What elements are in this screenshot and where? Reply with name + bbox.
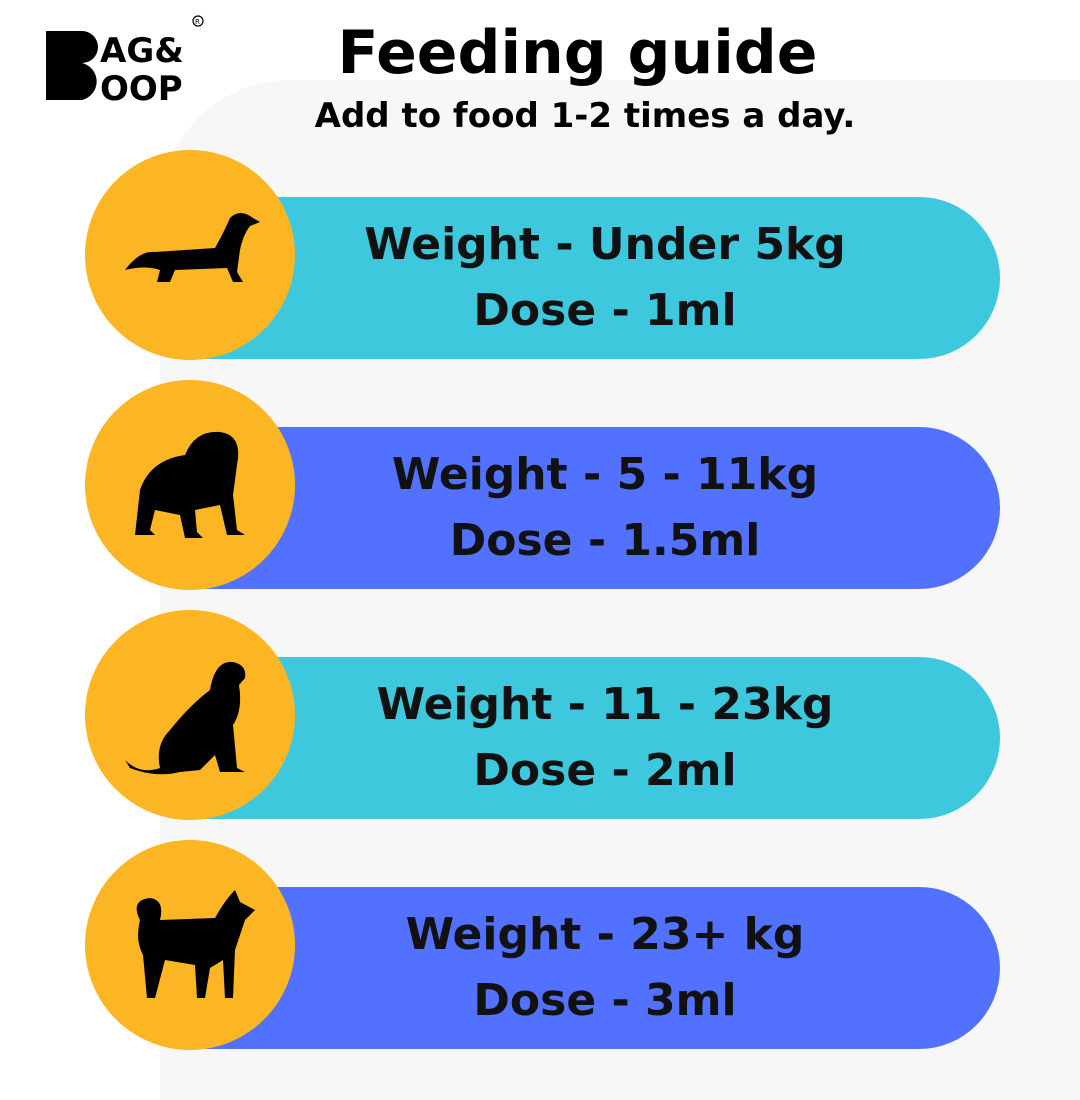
dog-badge <box>85 150 295 360</box>
dose-card: Weight - 5 - 11kg Dose - 1.5ml <box>190 427 1000 589</box>
svg-text:OOP: OOP <box>100 69 183 104</box>
weight-label: Weight - 23+ kg <box>405 909 805 960</box>
feeding-row: Weight - 5 - 11kg Dose - 1.5ml <box>0 380 1080 590</box>
weight-label: Weight - 5 - 11kg <box>391 449 819 500</box>
feeding-row: Weight - 11 - 23kg Dose - 2ml <box>0 610 1080 820</box>
bulldog-icon <box>135 431 245 538</box>
dose-label: Dose - 1.5ml <box>449 515 761 566</box>
brand-logo: AG& OOP R <box>46 15 204 104</box>
dachshund-icon <box>125 213 260 282</box>
dose-card: Weight - 23+ kg Dose - 3ml <box>190 887 1000 1049</box>
svg-text:R: R <box>195 18 200 26</box>
dose-card: Weight - 11 - 23kg Dose - 2ml <box>190 657 1000 819</box>
feeding-row: Weight - Under 5kg Dose - 1ml <box>0 150 1080 360</box>
dog-badge <box>85 380 295 590</box>
retriever-icon <box>125 661 246 775</box>
svg-text:AG&: AG& <box>100 31 184 71</box>
page-subtitle: Add to food 1-2 times a day. <box>314 96 856 136</box>
feeding-row: Weight - 23+ kg Dose - 3ml <box>0 840 1080 1050</box>
dose-label: Dose - 1ml <box>473 285 737 336</box>
dose-label: Dose - 2ml <box>473 745 737 796</box>
page-title: Feeding guide <box>337 18 818 88</box>
dog-badge <box>85 610 295 820</box>
weight-label: Weight - Under 5kg <box>364 219 846 270</box>
dose-label: Dose - 3ml <box>473 975 737 1026</box>
husky-icon <box>136 890 255 998</box>
weight-label: Weight - 11 - 23kg <box>376 679 834 730</box>
dose-card: Weight - Under 5kg Dose - 1ml <box>190 197 1000 359</box>
dog-badge <box>85 840 295 1050</box>
